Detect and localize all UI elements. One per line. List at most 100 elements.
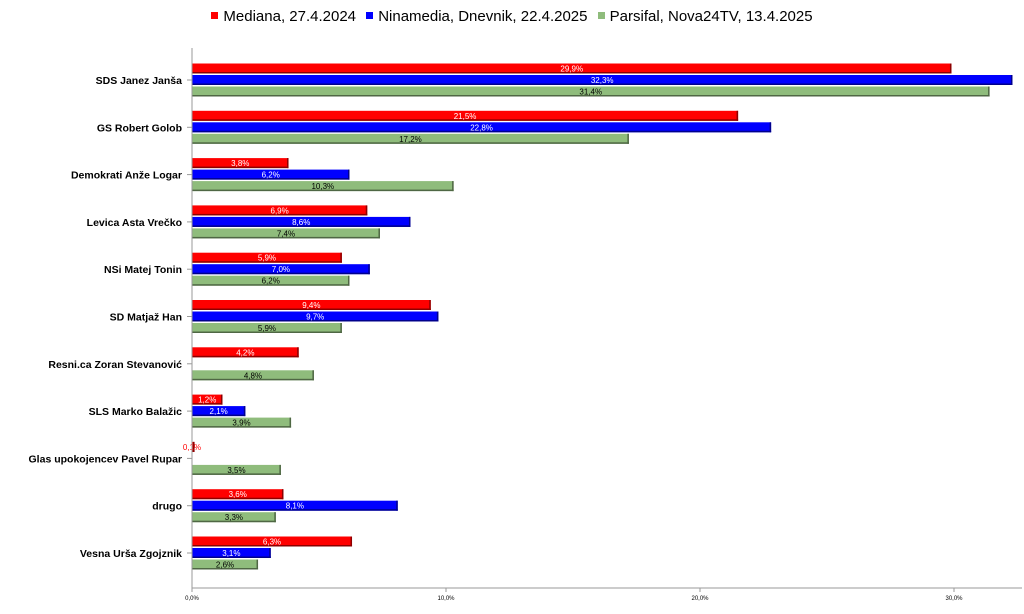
bar-edge-bottom <box>192 473 281 475</box>
bar-edge-bottom <box>192 378 314 381</box>
bar-edge-bottom <box>192 308 431 310</box>
bar-ninamedia <box>192 216 411 227</box>
bar-mediana <box>192 300 431 310</box>
bar-edge-right <box>378 228 380 239</box>
legend-swatch-mediana <box>211 12 219 19</box>
data-label: 3,5% <box>227 466 245 475</box>
bar-edge-bottom <box>192 426 292 428</box>
bar-edge-right <box>347 275 350 286</box>
bar-edge-right <box>281 489 284 500</box>
bar-edge-right <box>408 216 411 227</box>
category-label: Levica Asta Vrečko <box>87 217 182 229</box>
chart-legend: Mediana, 27.4.2024 Ninamedia, Dnevnik, 2… <box>0 8 1024 30</box>
bar-edge-bottom <box>192 142 629 144</box>
data-label: 6,3% <box>263 538 281 547</box>
bar-edge-right <box>287 158 289 169</box>
bar-parsifal <box>192 275 350 286</box>
data-label: 10,3% <box>311 182 334 191</box>
bar-edge-right <box>736 110 739 121</box>
legend-item-ninamedia: Ninamedia, Dnevnik, 22.4.2025 <box>366 8 587 25</box>
data-label: 8,1% <box>286 502 304 511</box>
bar-ninamedia <box>192 500 398 511</box>
bar-parsifal <box>192 323 342 333</box>
data-label: 5,9% <box>258 254 276 263</box>
bar-mediana <box>192 394 223 405</box>
bar-mediana <box>192 158 289 169</box>
data-label: 4,8% <box>244 371 262 380</box>
data-label: 6,9% <box>271 206 289 215</box>
data-label: 2,1% <box>210 407 228 416</box>
data-label: 1,2% <box>198 396 216 405</box>
data-label: 32,3% <box>591 76 614 85</box>
bar-edge-bottom <box>192 213 368 216</box>
bar-edge-right <box>340 252 342 263</box>
bar-edge-right <box>988 86 990 97</box>
category-label: drugo <box>152 501 182 513</box>
bar-parsifal <box>192 181 454 192</box>
bar-edge-bottom <box>192 178 350 180</box>
category-label: SD Matjaž Han <box>110 312 182 324</box>
bar-ninamedia <box>192 406 246 417</box>
bar-edge-right <box>769 122 772 133</box>
bar-edge-bottom <box>192 497 284 500</box>
category-label: NSi Matej Tonin <box>104 264 182 276</box>
x-tick-label: 20,0% <box>691 596 709 602</box>
bar-edge-bottom <box>192 236 380 239</box>
bar-parsifal <box>192 133 629 144</box>
bar-edge-right <box>627 133 629 144</box>
category-label: SLS Marko Balažic <box>89 406 183 418</box>
bar-edge-right <box>452 181 454 192</box>
data-label: 21,5% <box>454 112 477 121</box>
bar-mediana <box>192 489 284 500</box>
data-label: 7,4% <box>277 229 295 238</box>
bar-edge-right <box>347 169 350 180</box>
bar-edge-right <box>368 264 370 275</box>
bar-edge-right <box>269 548 271 558</box>
bar-edge-bottom <box>192 83 1013 85</box>
bars-layer: 29,9% 32,3% 31,4% 21,5% 22,8% 17,2% 3,8% 6,2% 10… <box>183 63 1013 570</box>
data-label: 3,1% <box>222 549 240 558</box>
bar-edge-right <box>436 311 439 322</box>
data-label: 17,2% <box>399 135 422 144</box>
bar-edge-bottom <box>192 568 259 570</box>
category-label: SDS Janez Janša <box>96 75 183 87</box>
data-label: 6,2% <box>262 171 280 180</box>
axes-layer: 0,0% 10,0% 20,0% 30,0% SDS Janez Janša GS Rob… <box>29 48 1022 602</box>
bar-ninamedia <box>192 122 772 133</box>
bar-edge-bottom <box>192 545 353 547</box>
data-label: 31,4% <box>579 88 602 97</box>
bar-parsifal <box>192 370 314 381</box>
bar-edge-bottom <box>192 166 289 169</box>
bar-edge-right <box>365 205 368 216</box>
bar-edge-right <box>312 370 314 381</box>
bar-edge-bottom <box>192 130 772 133</box>
bar-edge-bottom <box>192 509 398 511</box>
bar-edge-bottom <box>192 284 350 286</box>
bar-ninamedia <box>192 75 1013 85</box>
category-label: Demokrati Anže Logar <box>71 170 182 182</box>
bar-ninamedia <box>192 548 271 558</box>
bar-ninamedia <box>192 311 439 322</box>
bar-edge-bottom <box>192 119 739 121</box>
bar-parsifal <box>192 559 259 570</box>
bar-edge-bottom <box>192 225 411 227</box>
category-label: Vesna Urša Zgojznik <box>80 548 182 560</box>
x-tick-label: 10,0% <box>437 596 455 602</box>
bar-edge-right <box>396 500 398 511</box>
bar-parsifal <box>192 512 276 523</box>
legend-item-mediana: Mediana, 27.4.2024 <box>211 8 356 25</box>
x-tick-label: 0,0% <box>185 596 199 602</box>
bar-mediana <box>192 110 739 121</box>
bar-edge-right <box>340 323 342 333</box>
bar-edge-right <box>289 417 292 428</box>
data-label: 22,8% <box>470 123 493 132</box>
bar-edge-right <box>243 406 246 417</box>
data-label: 9,4% <box>302 301 320 310</box>
legend-swatch-parsifal <box>597 12 605 19</box>
bar-mediana <box>192 252 342 263</box>
data-label: 5,9% <box>258 324 276 333</box>
bar-edge-bottom <box>192 261 342 263</box>
bar-edge-bottom <box>192 72 952 74</box>
x-tick-label: 30,0% <box>945 596 963 602</box>
